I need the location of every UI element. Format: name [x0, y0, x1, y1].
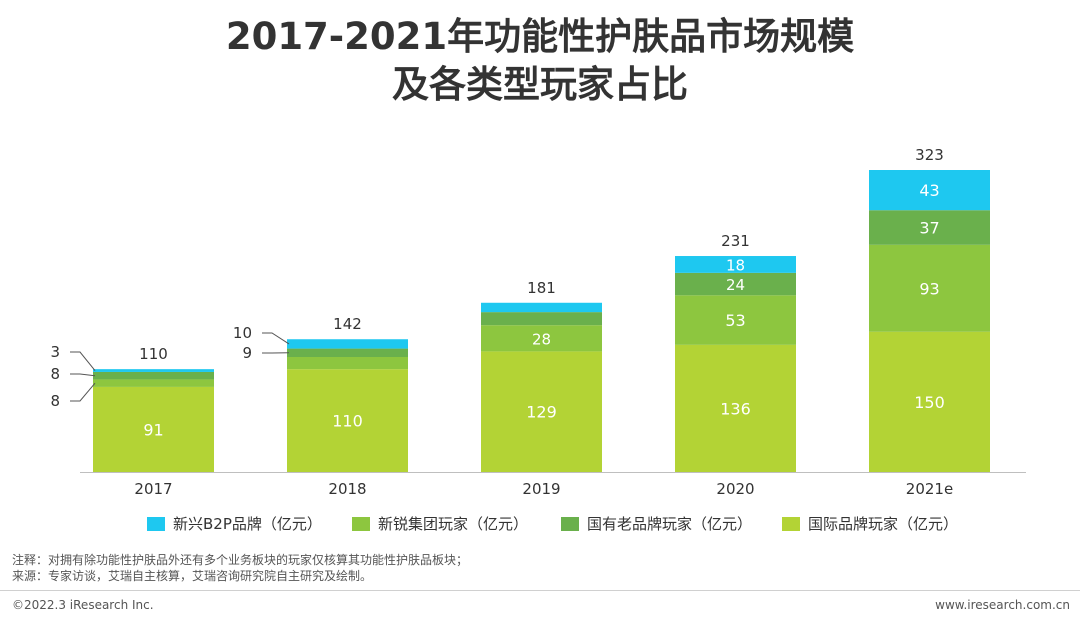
bar-2018-series-2 [287, 348, 408, 357]
chart-source: 来源：专家访谈，艾瑞自主核算，艾瑞咨询研究院自主研究及绘制。 [12, 569, 373, 583]
bar-2017-series-1 [93, 379, 214, 387]
footer-copyright: ©2022.3 iResearch Inc. [12, 598, 154, 612]
x-tick-2017: 2017 [134, 480, 172, 498]
legend-label-b2p: 新兴B2P品牌（亿元） [173, 515, 322, 533]
legend-item-old-brand: 国有老品牌玩家（亿元） [561, 513, 752, 534]
x-tick-2021e: 2021e [906, 480, 953, 498]
bar-2018-series-0 [287, 369, 408, 472]
data-label-2020-series-1: 53 [725, 311, 745, 330]
callout-label-2: 8 [50, 392, 60, 410]
bar-2019-series-0 [481, 351, 602, 472]
callout-label-1: 8 [50, 365, 60, 383]
total-label-2021e: 323 [915, 146, 944, 164]
callout-line-0 [70, 351, 96, 371]
callout-label-4: 9 [242, 344, 252, 362]
x-tick-2018: 2018 [328, 480, 366, 498]
bar-2019-series-2 [481, 312, 602, 326]
bar-2019-series-1 [481, 325, 602, 352]
data-label-2019-series-0: 129 [526, 403, 557, 422]
bar-2017-series-3 [93, 369, 214, 372]
bar-2021e-series-1 [869, 244, 990, 332]
legend-label-international: 国际品牌玩家（亿元） [808, 515, 959, 533]
bar-2018-series-3 [287, 339, 408, 349]
callout-line-2 [70, 382, 96, 402]
bar-2017-series-2 [93, 371, 214, 380]
data-label-2020-series-3: 18 [726, 256, 745, 274]
callout-label-0: 3 [50, 343, 60, 361]
x-tick-2019: 2019 [522, 480, 560, 498]
total-label-2019: 181 [527, 279, 556, 297]
legend-item-b2p: 新兴B2P品牌（亿元） [147, 513, 322, 534]
callout-line-3 [262, 332, 290, 345]
chart-legend: 新兴B2P品牌（亿元） 新锐集团玩家（亿元） 国有老品牌玩家（亿元） 国际品牌玩… [0, 513, 1080, 537]
legend-label-new-group: 新锐集团玩家（亿元） [378, 515, 529, 533]
total-label-2020: 231 [721, 232, 750, 250]
data-label-2017-series-0: 91 [143, 420, 163, 439]
data-label-2021e-series-3: 43 [919, 181, 939, 200]
bar-2021e-series-2 [869, 210, 990, 245]
total-label-2018: 142 [333, 315, 362, 333]
legend-item-international: 国际品牌玩家（亿元） [782, 513, 958, 534]
bar-2020-series-0 [675, 344, 796, 472]
legend-item-new-group: 新锐集团玩家（亿元） [352, 513, 528, 534]
total-label-2017: 110 [139, 345, 168, 363]
data-label-2018-series-0: 110 [332, 412, 363, 431]
data-label-2021e-series-1: 93 [919, 279, 939, 298]
footer-website: www.iresearch.com.cn [935, 598, 1070, 612]
callout-line-1 [70, 373, 96, 377]
bar-2020-series-1 [675, 295, 796, 345]
data-label-2021e-series-2: 37 [919, 219, 939, 238]
callout-label-3: 10 [233, 324, 252, 342]
bar-2017-series-0 [93, 386, 214, 472]
legend-swatch-new-group [352, 516, 370, 531]
legend-label-old-brand: 国有老品牌玩家（亿元） [587, 515, 753, 533]
x-tick-2020: 2020 [716, 480, 754, 498]
bar-2020-series-3 [675, 256, 796, 273]
data-label-2021e-series-0: 150 [914, 393, 945, 412]
stacked-bar-chart: 91 110 2017 110 142 2018 129 28 181 2019 136 53 24 18… [50, 146, 1026, 498]
bar-2020-series-2 [675, 272, 796, 296]
bar-2019-series-3 [481, 302, 602, 313]
footer-divider [0, 590, 1080, 591]
data-label-2019-series-1: 28 [532, 330, 551, 348]
chart-note: 注释：对拥有除功能性护肤品外还有多个业务板块的玩家仅核算其功能性护肤品板块； [12, 553, 469, 567]
legend-swatch-international [782, 516, 800, 531]
data-label-2020-series-2: 24 [726, 276, 745, 294]
chart-title-line2: 及各类型玩家占比 [392, 63, 688, 106]
data-label-2020-series-0: 136 [720, 399, 751, 418]
bar-2021e-series-0 [869, 331, 990, 472]
legend-swatch-old-brand [561, 516, 579, 531]
bar-2021e-series-3 [869, 170, 990, 211]
legend-swatch-b2p [147, 516, 165, 531]
chart-title-line1: 2017-2021年功能性护肤品市场规模 [225, 15, 855, 58]
bar-2018-series-1 [287, 356, 408, 370]
